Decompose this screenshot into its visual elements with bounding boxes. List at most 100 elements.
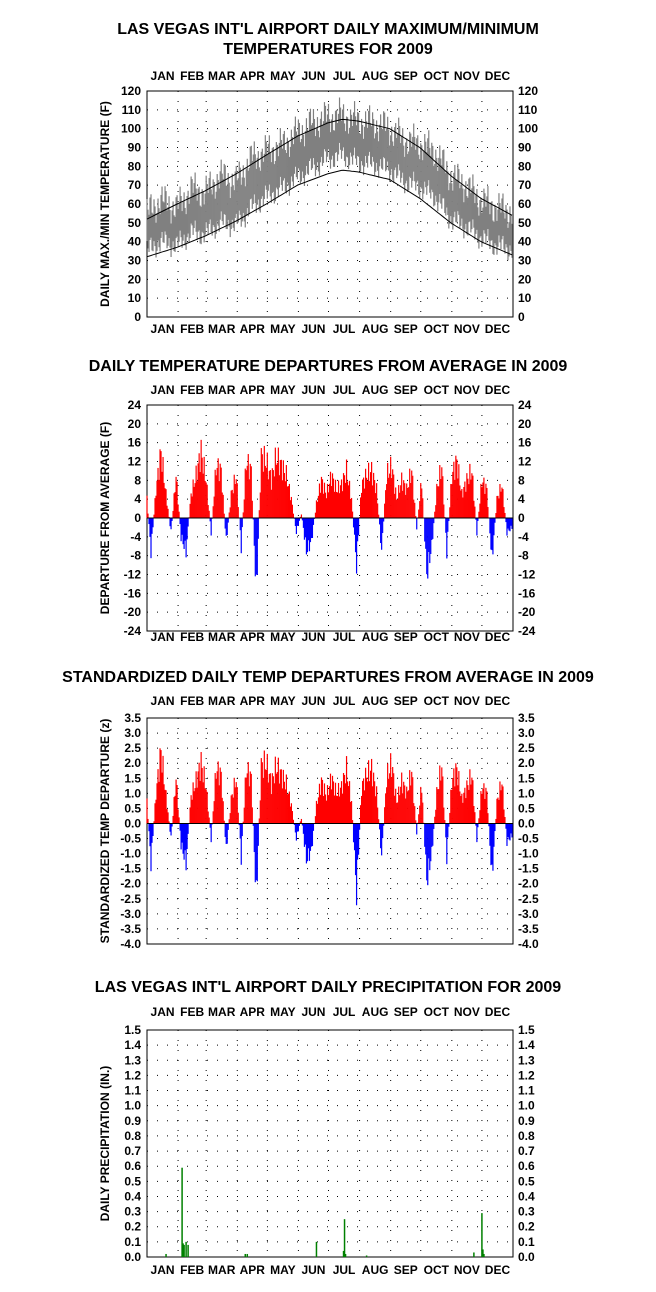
- month-label: MAY: [270, 1263, 296, 1277]
- month-label: DEC: [485, 383, 511, 397]
- y-tick-label: 0.7: [124, 1144, 141, 1158]
- month-label: FEB: [180, 694, 204, 708]
- y-tick-label: 0.0: [124, 816, 141, 830]
- month-label: AUG: [362, 383, 389, 397]
- month-label: APR: [240, 694, 266, 708]
- month-label: APR: [240, 1263, 266, 1277]
- y-tick-label: 1.5: [124, 771, 141, 785]
- y-tick-label: 1.0: [124, 1099, 141, 1113]
- month-label: AUG: [362, 694, 389, 708]
- y-tick-label: 120: [121, 84, 141, 98]
- y-tick-label: 2.0: [518, 756, 535, 770]
- month-label: DEC: [485, 1005, 511, 1019]
- y-tick-label: 20: [518, 272, 532, 286]
- y-tick-label: 0.9: [518, 1114, 535, 1128]
- y-tick-label: 3.5: [124, 711, 141, 725]
- month-label: JAN: [151, 383, 175, 397]
- y-tick-label: 0: [518, 310, 525, 324]
- y-tick-label: 20: [128, 272, 142, 286]
- y-tick-label: 0.5: [518, 801, 535, 815]
- y-tick-label: -1.5: [518, 862, 539, 876]
- y-tick-label: 24: [128, 398, 142, 412]
- y-tick-label: -3.5: [518, 922, 539, 936]
- y-tick-label: 120: [518, 84, 538, 98]
- y-tick-label: 8: [134, 473, 141, 487]
- y-tick-label: 80: [518, 159, 532, 173]
- month-label: NOV: [454, 1263, 480, 1277]
- y-tick-label: 1.5: [518, 771, 535, 785]
- y-tick-label: 50: [518, 216, 532, 230]
- month-label: DEC: [485, 694, 511, 708]
- y-tick-label: 0: [134, 310, 141, 324]
- month-label: AUG: [362, 1005, 389, 1019]
- y-tick-label: -2.5: [120, 892, 141, 906]
- month-label: SEP: [394, 694, 418, 708]
- y-tick-label: 40: [518, 235, 532, 249]
- month-label: DEC: [485, 69, 511, 83]
- y-tick-label: 100: [121, 122, 141, 136]
- normal-max-line: [146, 118, 513, 220]
- y-tick-label: -2.0: [518, 877, 539, 891]
- month-label: MAY: [270, 630, 296, 644]
- chart-1: 0 0 10 10 20 20 30 30 40 40 50 50 60 60 70 70 80 80 90 90 10…: [98, 69, 538, 336]
- y-tick-label: 12: [518, 455, 532, 469]
- month-label: OCT: [424, 1005, 450, 1019]
- y-tick-label: -4.0: [518, 937, 539, 951]
- y-tick-label: 90: [128, 141, 142, 155]
- y-tick-label: 8: [518, 473, 525, 487]
- month-label: MAR: [208, 630, 236, 644]
- y-tick-label: 40: [128, 235, 142, 249]
- month-label: NOV: [454, 1005, 480, 1019]
- y-tick-label: 2.0: [124, 756, 141, 770]
- month-label: SEP: [394, 322, 418, 336]
- month-label: MAY: [270, 694, 296, 708]
- month-label: JAN: [151, 69, 175, 83]
- y-tick-label: 2.5: [518, 741, 535, 755]
- y-tick-label: -0.5: [518, 832, 539, 846]
- y-tick-label: 1.0: [518, 786, 535, 800]
- month-label: OCT: [424, 69, 450, 83]
- month-label: JUL: [333, 630, 356, 644]
- y-tick-label: -20: [518, 605, 536, 619]
- month-label: JAN: [151, 1263, 175, 1277]
- month-label: JUN: [301, 1005, 325, 1019]
- y-axis-label: DEPARTURE FROM AVERAGE (F): [98, 422, 112, 614]
- y-tick-label: 30: [518, 254, 532, 268]
- y-tick-label: -4: [518, 530, 529, 544]
- y-tick-label: -3.0: [120, 907, 141, 921]
- y-tick-label: -1.0: [120, 847, 141, 861]
- y-tick-label: 1.2: [518, 1068, 535, 1082]
- y-tick-label: 10: [518, 291, 532, 305]
- y-tick-label: -12: [124, 568, 142, 582]
- y-tick-label: 0.0: [518, 816, 535, 830]
- month-label: MAR: [208, 69, 236, 83]
- month-label: FEB: [180, 1005, 204, 1019]
- y-axis-label: DAILY PRECIPITATION (IN.): [98, 1066, 112, 1222]
- y-axis-label: DAILY MAX./MIN TEMPERATURE (F): [98, 101, 112, 307]
- y-tick-label: 110: [518, 103, 538, 117]
- y-tick-label: 3.5: [518, 711, 535, 725]
- chart-3: -4.0 -4.0-3.5 -3.5-3.0 -3.0-2.5 -2.5-2.0 -2.0…: [98, 694, 539, 951]
- y-tick-label: -4.0: [120, 937, 141, 951]
- y-tick-label: 1.5: [124, 1023, 141, 1037]
- month-label: JUL: [333, 1263, 356, 1277]
- month-label: SEP: [394, 383, 418, 397]
- y-tick-label: 1.1: [124, 1084, 141, 1098]
- y-tick-label: 80: [128, 159, 142, 173]
- month-label: JUN: [301, 694, 325, 708]
- y-tick-label: 90: [518, 141, 532, 155]
- chart-2-title: DAILY TEMPERATURE DEPARTURES FROM AVERAG…: [88, 358, 568, 375]
- y-tick-label: 0.8: [124, 1129, 141, 1143]
- y-tick-label: 50: [128, 216, 142, 230]
- y-tick-label: 60: [518, 197, 532, 211]
- month-label: APR: [240, 322, 266, 336]
- y-tick-label: -24: [518, 624, 536, 638]
- y-tick-label: 4: [518, 492, 525, 506]
- normal-min-line: [146, 169, 513, 258]
- y-tick-label: 0.3: [124, 1205, 141, 1219]
- month-label: NOV: [454, 383, 480, 397]
- y-tick-label: 0.5: [124, 1174, 141, 1188]
- y-tick-label: 0.1: [124, 1235, 141, 1249]
- month-label: JUN: [301, 1263, 325, 1277]
- month-label: MAY: [270, 69, 296, 83]
